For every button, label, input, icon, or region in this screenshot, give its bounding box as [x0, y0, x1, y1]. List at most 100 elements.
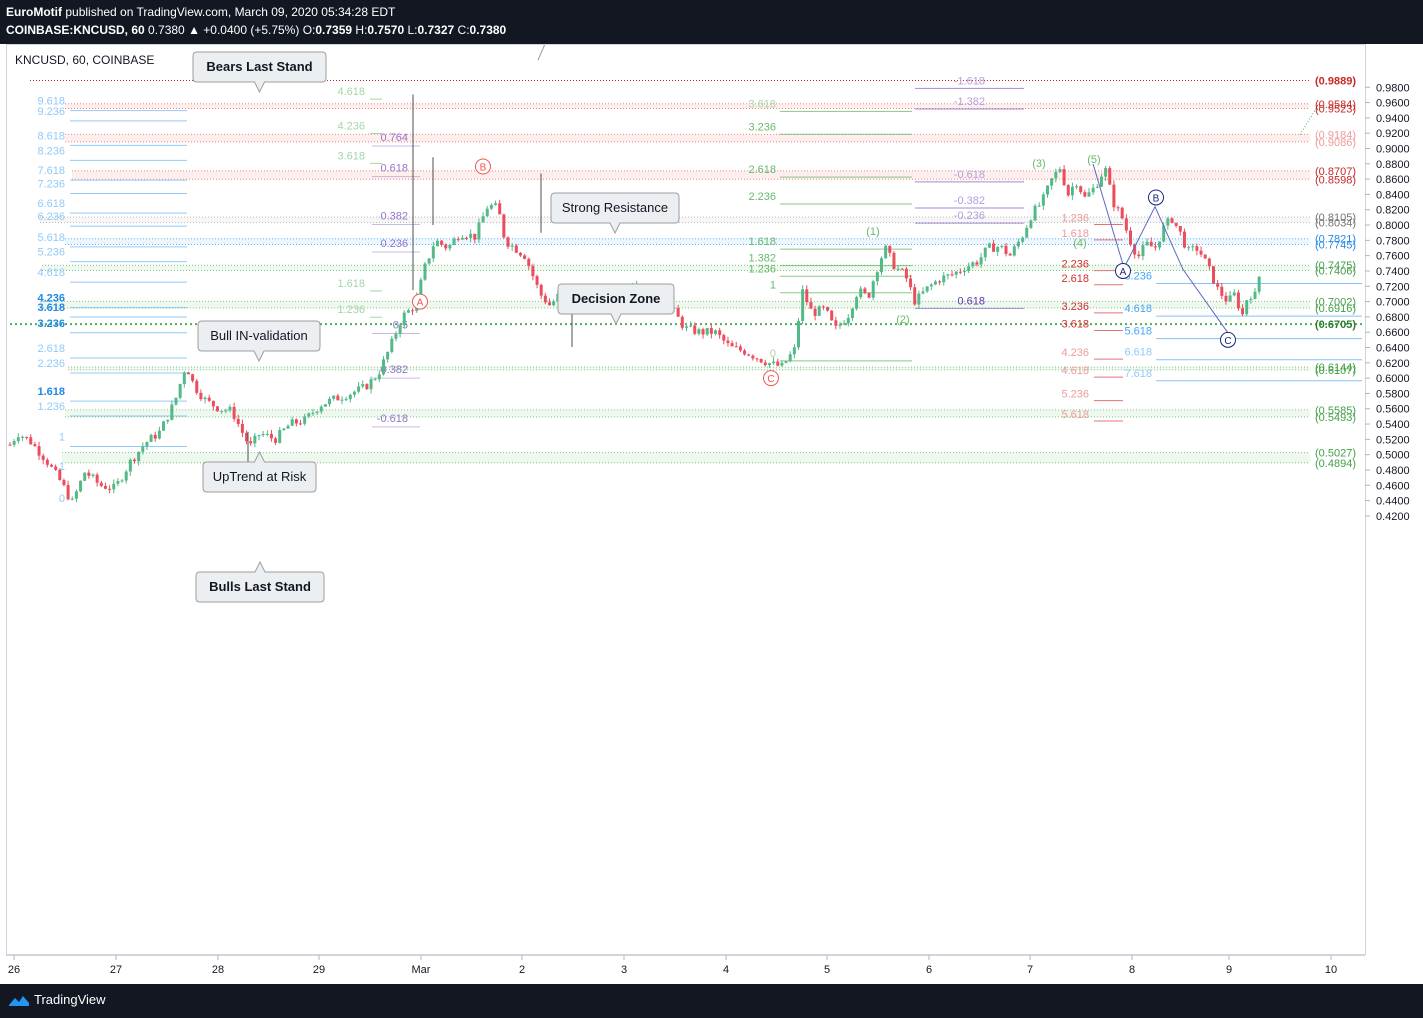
red-fib-label: 5.236 [1061, 389, 1089, 401]
level-bracket-label: (0.6916) [1315, 303, 1356, 315]
candle-body [826, 307, 830, 311]
level-bracket-label: (0.9523) [1315, 103, 1356, 115]
candle-body [676, 308, 680, 317]
candle-body [1046, 185, 1049, 195]
candle-body [904, 268, 908, 279]
candle-body [8, 444, 12, 446]
candle-body [469, 233, 473, 239]
callout[interactable]: Strong Resistance [550, 192, 680, 235]
candle-body [846, 317, 850, 324]
candle-body [207, 397, 211, 401]
y-tick-label: 0.8000 [1376, 220, 1410, 232]
callout-box [195, 560, 325, 603]
callout-label: Bull IN-validation [210, 328, 308, 343]
candle-body [1012, 246, 1016, 256]
candle-body [394, 333, 398, 339]
candle-body [950, 274, 954, 276]
projection-line [537, 43, 546, 61]
x-tick-label: 2 [519, 964, 525, 976]
callout[interactable]: Bull IN-validation [197, 320, 321, 363]
level-bracket-label: (0.7745) [1315, 240, 1356, 252]
x-tick-label: 5 [824, 964, 830, 976]
level-bracket-label: (0.9086) [1315, 137, 1356, 149]
candle-body [99, 482, 103, 486]
candle-body [1021, 237, 1025, 242]
candle-body [506, 237, 510, 247]
candle-body [269, 433, 273, 439]
candle-body [1041, 194, 1045, 206]
candle-body [834, 320, 838, 326]
candle-body [539, 284, 543, 296]
candle-body [1025, 227, 1029, 238]
candle-body [1108, 168, 1112, 185]
callouts: Bears Last Stand Strong Resistance Decisio… [192, 51, 680, 603]
wave-label-circle [763, 370, 779, 387]
candle-body [963, 271, 966, 273]
candle-body [431, 246, 435, 259]
wave-fib-purple-label: 0.618 [957, 295, 985, 307]
footer-brand[interactable]: TradingView [34, 992, 106, 1007]
tradingview-logo-icon[interactable] [8, 993, 30, 1007]
left-fib-label: 4.618 [37, 267, 65, 279]
level-bracket-label: (0.8707) [1315, 166, 1356, 178]
callout[interactable]: Bears Last Stand [192, 51, 327, 94]
candle-body [477, 222, 481, 240]
candle-body [684, 326, 688, 328]
wave-overlays: A B C (1) (2) (3) (4) (5) A B C [412, 43, 1317, 387]
candle-body [1116, 207, 1120, 209]
candle-body [751, 355, 755, 359]
candle-body [340, 399, 344, 401]
candle-body [20, 436, 24, 438]
candle-body [481, 216, 485, 223]
candle-body [74, 491, 78, 499]
candle-body [332, 395, 336, 399]
candle-body [722, 335, 726, 341]
candle-body [892, 252, 896, 270]
y-tick-label: 0.5600 [1376, 404, 1410, 416]
candle-body [1058, 169, 1062, 173]
zone-band [42, 265, 1310, 271]
y-tick-label: 0.7000 [1376, 297, 1410, 309]
candle-body [440, 240, 444, 245]
y-tick-label: 0.4400 [1376, 496, 1410, 508]
wave-fib-label: 3.618 [748, 98, 776, 110]
candle-body [552, 301, 556, 306]
candle-body [859, 288, 863, 298]
blue-fib-label: 5.618 [1124, 326, 1152, 338]
candle-body [352, 391, 356, 395]
x-tick-label: 9 [1226, 964, 1232, 976]
callout-label: Bears Last Stand [206, 59, 312, 74]
red-fib-label: 3.236 [1061, 301, 1089, 313]
candle-body [942, 275, 946, 283]
candle-body [1066, 185, 1070, 196]
y-tick-label: 0.8200 [1376, 205, 1410, 217]
left-fib-label: 6.618 [37, 198, 65, 210]
symbol-label: COINBASE:KNCUSD, 60 [6, 23, 145, 37]
y-tick-label: 0.7800 [1376, 235, 1410, 247]
level-bracket-label: (0.8105) [1315, 212, 1356, 224]
candle-body [875, 272, 879, 282]
callout[interactable]: Bulls Last Stand [195, 560, 325, 603]
abc-wave-line [1092, 163, 1229, 334]
purple-fib-label: 0.236 [380, 238, 408, 250]
candle-body [880, 258, 883, 273]
left-fib-label: 2.236 [37, 358, 65, 370]
candle-body [701, 329, 705, 335]
zone-band [68, 367, 1310, 370]
left-fib-label: 9.618 [37, 96, 65, 108]
level-bracket-label: (0.5027) [1315, 448, 1356, 460]
x-tick-label: 29 [313, 964, 325, 976]
chart-canvas[interactable]: (0.9889) (0.9584)(0.9523) (0.9184)(0.9086)… [0, 43, 1423, 984]
callout[interactable]: Decision Zone [557, 283, 675, 326]
level-bracket-label: (0.9184) [1315, 129, 1356, 141]
author-name[interactable]: EuroMotif [6, 5, 62, 19]
wave-label-circle [475, 158, 491, 175]
candle-body [1029, 220, 1033, 228]
candle-body [714, 330, 717, 334]
candle-body [70, 498, 74, 500]
candle-body [1133, 244, 1137, 255]
candle-body [103, 485, 107, 489]
candle-body [1174, 222, 1178, 226]
candle-body [427, 258, 431, 264]
callout[interactable]: UpTrend at Risk [202, 450, 317, 493]
